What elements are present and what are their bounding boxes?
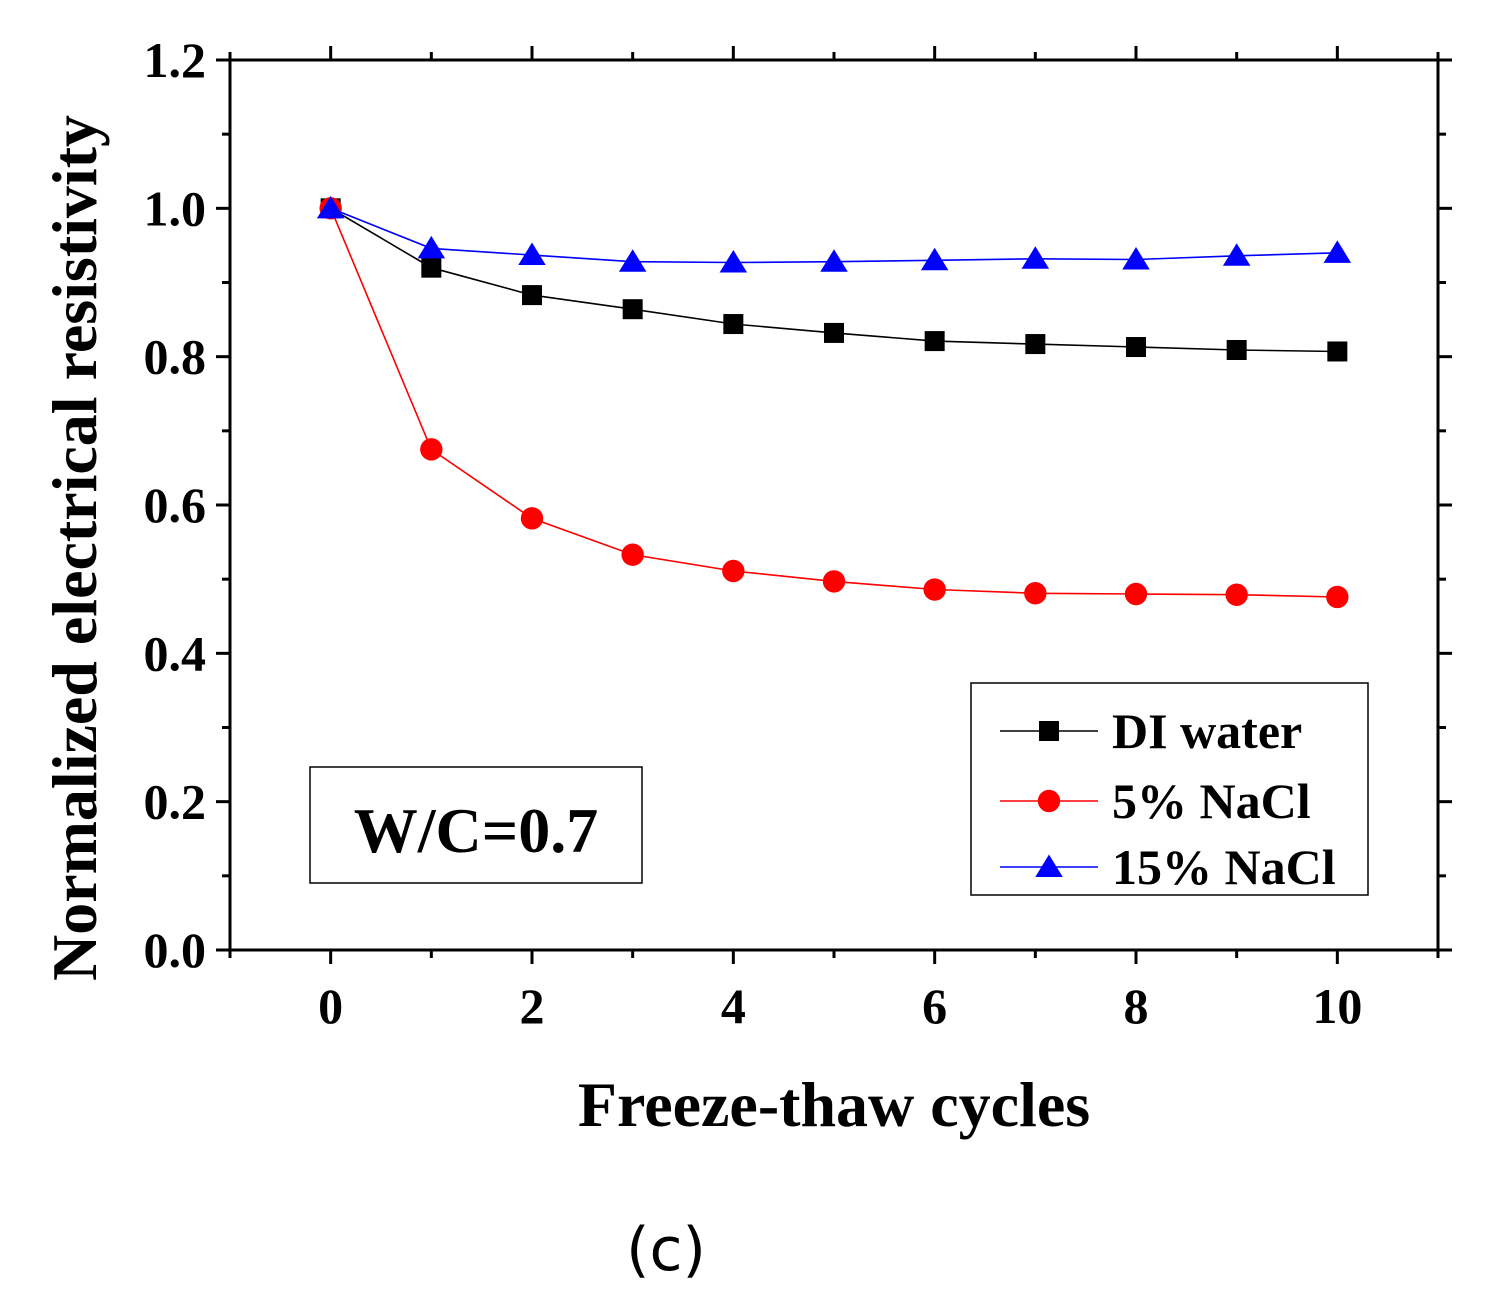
legend-label: 15% NaCl — [1112, 839, 1336, 895]
annotation-box — [309, 766, 643, 884]
y-tick-label: 0.4 — [144, 625, 207, 681]
x-tick-label: 8 — [1124, 978, 1149, 1034]
series-15-nacl — [316, 195, 1352, 273]
y-tick-label: 1.2 — [144, 32, 207, 88]
annotation-text: W/C=0.7 — [354, 795, 598, 866]
y-axis-label: Normalized electrical resistivity — [39, 115, 110, 981]
tick-labels: 0 2 4 6 8 10 0.0 0.2 0.4 0.6 0.8 1.0 1.2 — [144, 32, 1363, 1034]
data-point — [522, 285, 542, 306]
legend-box — [970, 682, 1369, 896]
data-point — [622, 299, 643, 320]
series-5-nacl — [319, 197, 1349, 609]
figure-caption: (c) — [626, 1215, 706, 1285]
x-tick-label: 0 — [318, 978, 343, 1034]
x-axis-label: Freeze-thaw cycles — [578, 1069, 1090, 1140]
legend-marker — [1037, 789, 1061, 813]
data-point — [1326, 585, 1349, 609]
legend: DI water 5% NaCl 15% NaCl — [970, 682, 1369, 896]
y-tick-label: 0.2 — [144, 774, 207, 830]
data-point — [924, 331, 945, 352]
data-point — [820, 249, 848, 272]
data-point — [1024, 582, 1047, 605]
data-point — [1327, 341, 1348, 362]
data-point — [1225, 583, 1248, 606]
data-point — [722, 559, 745, 583]
data-point — [1021, 246, 1050, 269]
data-point — [421, 257, 442, 278]
data-point — [621, 543, 644, 566]
x-tick-label: 10 — [1312, 978, 1362, 1034]
y-tick-label: 0.8 — [144, 329, 207, 385]
legend-label: 5% NaCl — [1112, 773, 1311, 829]
data-point — [1122, 247, 1150, 270]
y-tick-label: 0.0 — [144, 922, 207, 978]
legend-marker — [1035, 854, 1063, 877]
data-point — [1124, 582, 1148, 606]
y-tick-label: 1.0 — [144, 180, 207, 236]
data-point — [417, 235, 446, 259]
series-di-water — [320, 198, 1348, 362]
data-point — [520, 507, 544, 530]
data-point — [618, 249, 647, 272]
data-point — [420, 438, 443, 461]
data-point — [316, 195, 345, 219]
x-tick-label: 2 — [520, 978, 545, 1034]
plot-frame — [228, 58, 1440, 952]
data-point — [920, 247, 949, 271]
data-point — [1226, 339, 1247, 360]
data-point — [723, 314, 744, 335]
data-point — [1126, 337, 1146, 358]
data-point — [1222, 243, 1251, 266]
data-point — [719, 249, 748, 273]
legend-label: DI water — [1112, 703, 1302, 759]
data-point — [1025, 334, 1046, 355]
data-point — [518, 242, 546, 266]
data-point — [824, 322, 844, 343]
x-tick-label: 4 — [721, 978, 746, 1034]
data-point — [822, 570, 846, 593]
series-layer — [316, 195, 1352, 609]
legend-marker — [1039, 721, 1059, 741]
data-point — [923, 578, 946, 601]
x-tick-label: 6 — [922, 978, 947, 1034]
y-tick-label: 0.6 — [144, 477, 207, 533]
data-point — [1323, 240, 1352, 263]
